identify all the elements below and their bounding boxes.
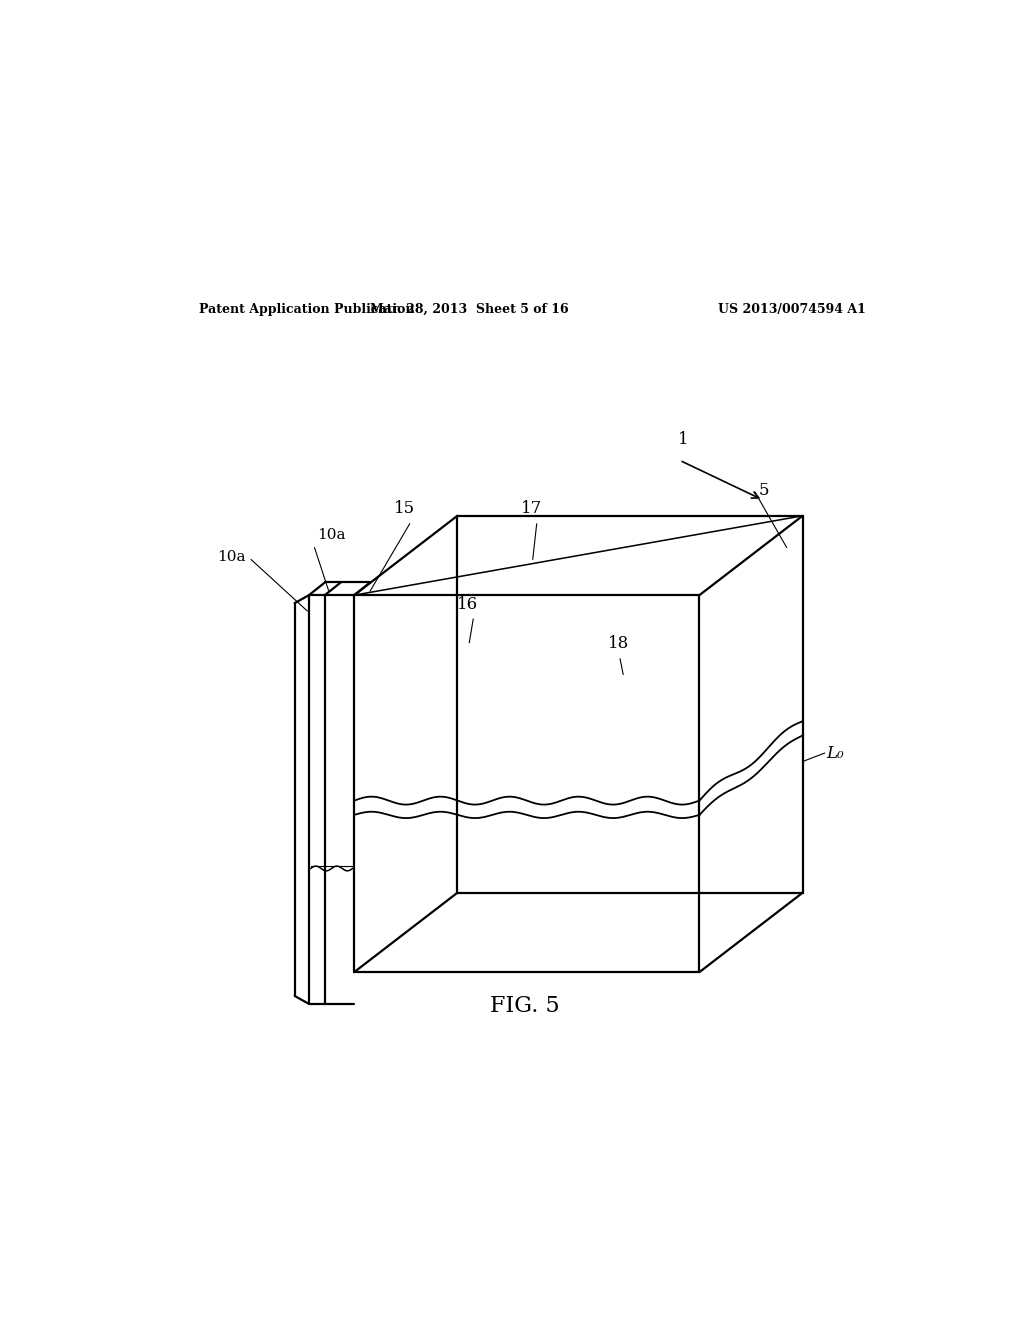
Text: Mar. 28, 2013  Sheet 5 of 16: Mar. 28, 2013 Sheet 5 of 16	[370, 304, 568, 315]
Text: Patent Application Publication: Patent Application Publication	[200, 304, 415, 315]
Text: 17: 17	[520, 500, 542, 517]
Text: 15: 15	[393, 500, 415, 517]
Text: 18: 18	[608, 635, 629, 652]
Text: 16: 16	[457, 595, 478, 612]
Text: 1: 1	[678, 432, 689, 449]
Text: 10a: 10a	[316, 528, 345, 543]
Text: 10a: 10a	[217, 550, 246, 564]
Text: L₀: L₀	[826, 744, 844, 762]
Text: US 2013/0074594 A1: US 2013/0074594 A1	[718, 304, 866, 315]
Text: FIG. 5: FIG. 5	[490, 995, 559, 1018]
Text: 5: 5	[759, 482, 769, 499]
